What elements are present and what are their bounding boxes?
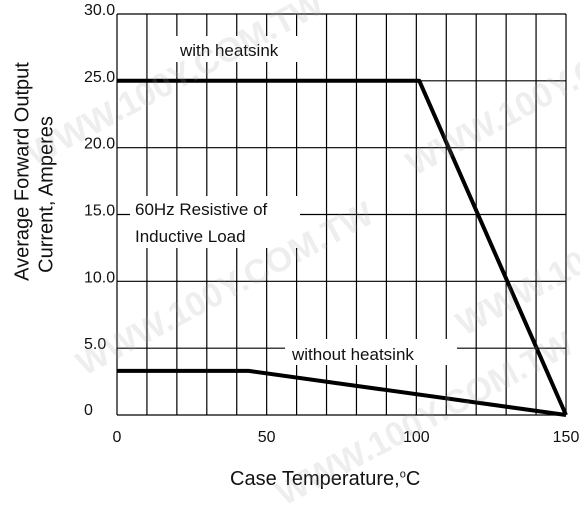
y-tick-label: 25.0 [84, 69, 115, 86]
y-tick-label: 15.0 [84, 203, 115, 220]
annotations: with heatsink without heatsink 60Hz Resi… [130, 36, 457, 365]
x-tick-label: 50 [258, 429, 276, 446]
without-heatsink-label: without heatsink [291, 345, 414, 364]
y-tick-label: 0 [84, 402, 93, 419]
chart-canvas: 0 5.0 10.0 15.0 20.0 25.0 30.0 0 50 100 150 with h… [0, 0, 580, 497]
load-label-line1: 60Hz Resistive of [135, 200, 268, 219]
x-axis-label-text: Case Temperature, [230, 468, 400, 490]
x-tick-label: 150 [553, 429, 580, 446]
y-tick-label: 20.0 [84, 136, 115, 153]
y-tick-label: 10.0 [84, 269, 115, 286]
x-tick-label: 0 [113, 429, 122, 446]
x-axis-label: Case Temperature,oC [230, 468, 420, 491]
load-label-line2: Inductive Load [135, 227, 246, 246]
x-tick-label: 100 [403, 429, 430, 446]
y-axis-label-line2: Current, Amperes [36, 100, 59, 290]
with-heatsink-label: with heatsink [179, 41, 279, 60]
y-tick-label: 30.0 [84, 2, 115, 19]
y-axis-label-line1: Average Forward Output [12, 47, 35, 297]
x-axis-unit: C [406, 468, 420, 490]
y-tick-label: 5.0 [84, 336, 106, 353]
series-line-without-heatsink [117, 371, 566, 415]
